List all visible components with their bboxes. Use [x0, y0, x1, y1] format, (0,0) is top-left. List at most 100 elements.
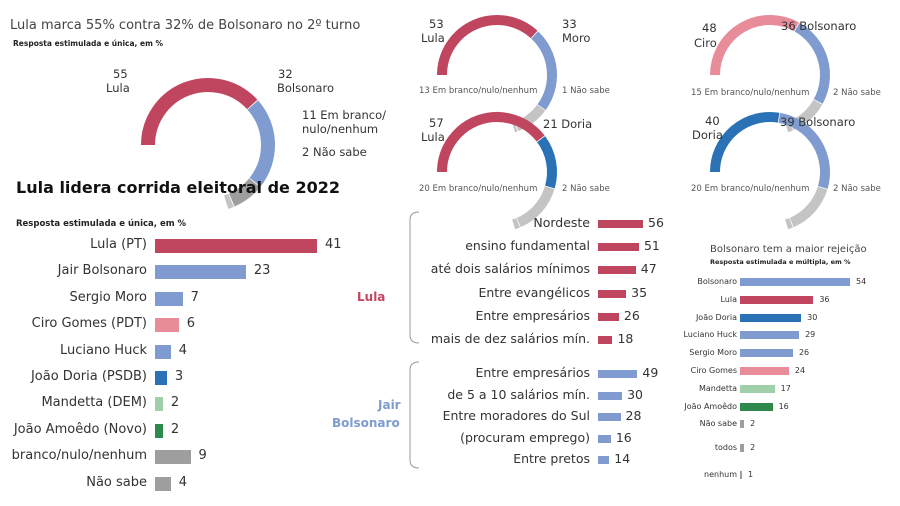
- first-round-bar: [155, 371, 167, 385]
- gauge-g2-segment-0: [710, 15, 799, 76]
- segments-lula-category-label: até dois salários mínimos: [430, 261, 590, 277]
- segments-lula-label: Lula: [357, 290, 386, 304]
- first-round-value-label: 4: [178, 342, 188, 358]
- first-round-bar: [155, 423, 163, 438]
- gauge-g1-segment-3: [512, 121, 518, 133]
- rejection-category-label: todos: [714, 443, 737, 452]
- rejection-category-label: Mandetta: [698, 383, 737, 393]
- gauge-main-segment-1: [247, 100, 275, 187]
- rejection-category-label: Luciano Huck: [683, 330, 737, 340]
- rejection-bar: [740, 384, 775, 393]
- g4-b-label: 39 Bolsonaro: [780, 115, 856, 129]
- segments-jair-bar: [598, 391, 623, 400]
- first-round-bar: [155, 450, 191, 465]
- g2-caption-left: 15 Em branco/nulo/nenhum: [691, 88, 810, 98]
- gauge-g4-segment-3: [785, 218, 794, 230]
- segments-lula-category-label: Entre empresários: [475, 307, 590, 323]
- g1-caption-left: 13 Em branco/nulo/nenhum: [419, 86, 538, 96]
- segments-lula-category-label: Nordeste: [533, 215, 590, 230]
- segments-lula-bar: [598, 289, 627, 298]
- gauge-main-title: Lula marca 55% contra 32% de Bolsonaro n…: [10, 18, 361, 33]
- first-round-bar: [155, 318, 179, 333]
- gauge-g4-segment-2: [789, 186, 828, 228]
- gauge-g4-segment-0: [710, 112, 780, 173]
- segments-jair-value-label: 16: [615, 429, 632, 445]
- first-round-category-label: branco/nulo/nenhum: [11, 448, 147, 464]
- rejection-bar: [740, 295, 814, 304]
- segments-lula-value-label: 18: [617, 331, 634, 346]
- g2-b-label: 36 Bolsonaro: [781, 19, 857, 33]
- first-round-category-label: João Doria (PSDB): [30, 369, 147, 384]
- gauge-main-bolsonaro-value: 32: [278, 67, 293, 81]
- first-round-category-label: Não sabe: [86, 474, 147, 490]
- gauge-main-branco-label: 11 Em branco/: [302, 108, 387, 122]
- rejection-category-label: nenhum: [704, 470, 737, 479]
- segments-lula-bar: [598, 336, 613, 344]
- g1-b-name: Moro: [562, 31, 591, 45]
- first-round-value-label: 2: [170, 395, 180, 411]
- segments-lula-value-label: 35: [631, 284, 648, 300]
- gauge-g1-segment-1: [531, 31, 557, 111]
- segments-jair-category-label: (procuram emprego): [460, 429, 590, 445]
- first-round-bar: [155, 344, 171, 359]
- first-round-category-label: João Amoêdo (Novo): [13, 421, 147, 437]
- gauge-main-naosabe-label: 2 Não sabe: [302, 145, 367, 159]
- segments-jair-value-label: 28: [625, 408, 642, 423]
- rejection-subtitle: Resposta estimulada e múltipla, em %: [710, 258, 851, 266]
- rejection-value-label: 16: [778, 401, 789, 411]
- first-round-bar: [155, 265, 246, 280]
- rejection-value-label: 36: [819, 294, 830, 304]
- g2-a-name: Ciro: [694, 36, 717, 50]
- first-round-category-label: Sergio Moro: [69, 289, 148, 305]
- first-round-category-label: Jair Bolsonaro: [57, 263, 147, 279]
- rejection-title: Bolsonaro tem a maior rejeição: [710, 244, 867, 255]
- rejection-category-label: Não sabe: [699, 419, 737, 429]
- segments-jair-category-label: Entre moradores do Sul: [442, 408, 590, 423]
- segments-lula-category-label: ensino fundamental: [465, 238, 590, 254]
- g3-caption-left: 20 Em branco/nulo/nenhum: [419, 184, 538, 194]
- segments-jair-value-label: 14: [614, 451, 631, 466]
- g1-a-name: Lula: [421, 31, 445, 45]
- rejection-value-label: 30: [807, 312, 818, 322]
- rejection-value-label: 2: [750, 443, 756, 452]
- rejection-value-label: 24: [794, 366, 806, 375]
- first-round-category-label: Ciro Gomes (PDT): [31, 316, 147, 332]
- first-round-bar: [155, 239, 317, 253]
- first-round-value-label: 23: [253, 263, 271, 279]
- segments-jair-value-label: 49: [642, 365, 659, 380]
- segments-lula-bar: [598, 220, 643, 228]
- first-round-value-label: 7: [190, 289, 199, 305]
- segments-lula-value-label: 51: [643, 238, 660, 254]
- g1-b-value: 33: [562, 17, 577, 31]
- segments-lula-value-label: 26: [623, 307, 640, 323]
- first-round-value-label: 6: [186, 316, 195, 332]
- segments-jair-bar: [598, 370, 638, 378]
- segments-lula-value-label: 47: [640, 261, 657, 277]
- first-round-value-label: 3: [174, 369, 184, 384]
- first-round-value-label: 9: [198, 448, 207, 464]
- rejection-value-label: 26: [798, 348, 810, 358]
- rejection-value-label: 54: [856, 277, 867, 286]
- first-round-title: Lula lidera corrida eleitoral de 2022: [16, 178, 340, 197]
- segments-jair-bar: [598, 456, 610, 464]
- gauge-main-bolsonaro-name: Bolsonaro: [277, 81, 334, 95]
- rejection-category-label: João Doria: [695, 312, 737, 322]
- segments-jair-bar: [598, 434, 611, 443]
- rejection-bar: [740, 331, 800, 340]
- segments-jair-bar: [598, 413, 621, 421]
- gauge-main-lula-value: 55: [113, 67, 128, 81]
- segments-lula-category-label: Entre evangélicos: [478, 284, 590, 300]
- segments-jair-category-label: de 5 a 10 salários mín.: [447, 386, 590, 402]
- rejection-bar: [740, 402, 773, 411]
- g3-a-name: Lula: [421, 130, 445, 144]
- gauge-main-segment-3: [223, 193, 234, 209]
- rejection-category-label: Bolsonaro: [697, 277, 737, 286]
- rejection-value-label: 1: [748, 470, 754, 479]
- rejection-category-label: Sergio Moro: [689, 348, 737, 358]
- first-round-bar: [155, 397, 163, 412]
- rejection-value-label: 29: [805, 330, 816, 340]
- gauge-g3-segment-1: [536, 136, 557, 189]
